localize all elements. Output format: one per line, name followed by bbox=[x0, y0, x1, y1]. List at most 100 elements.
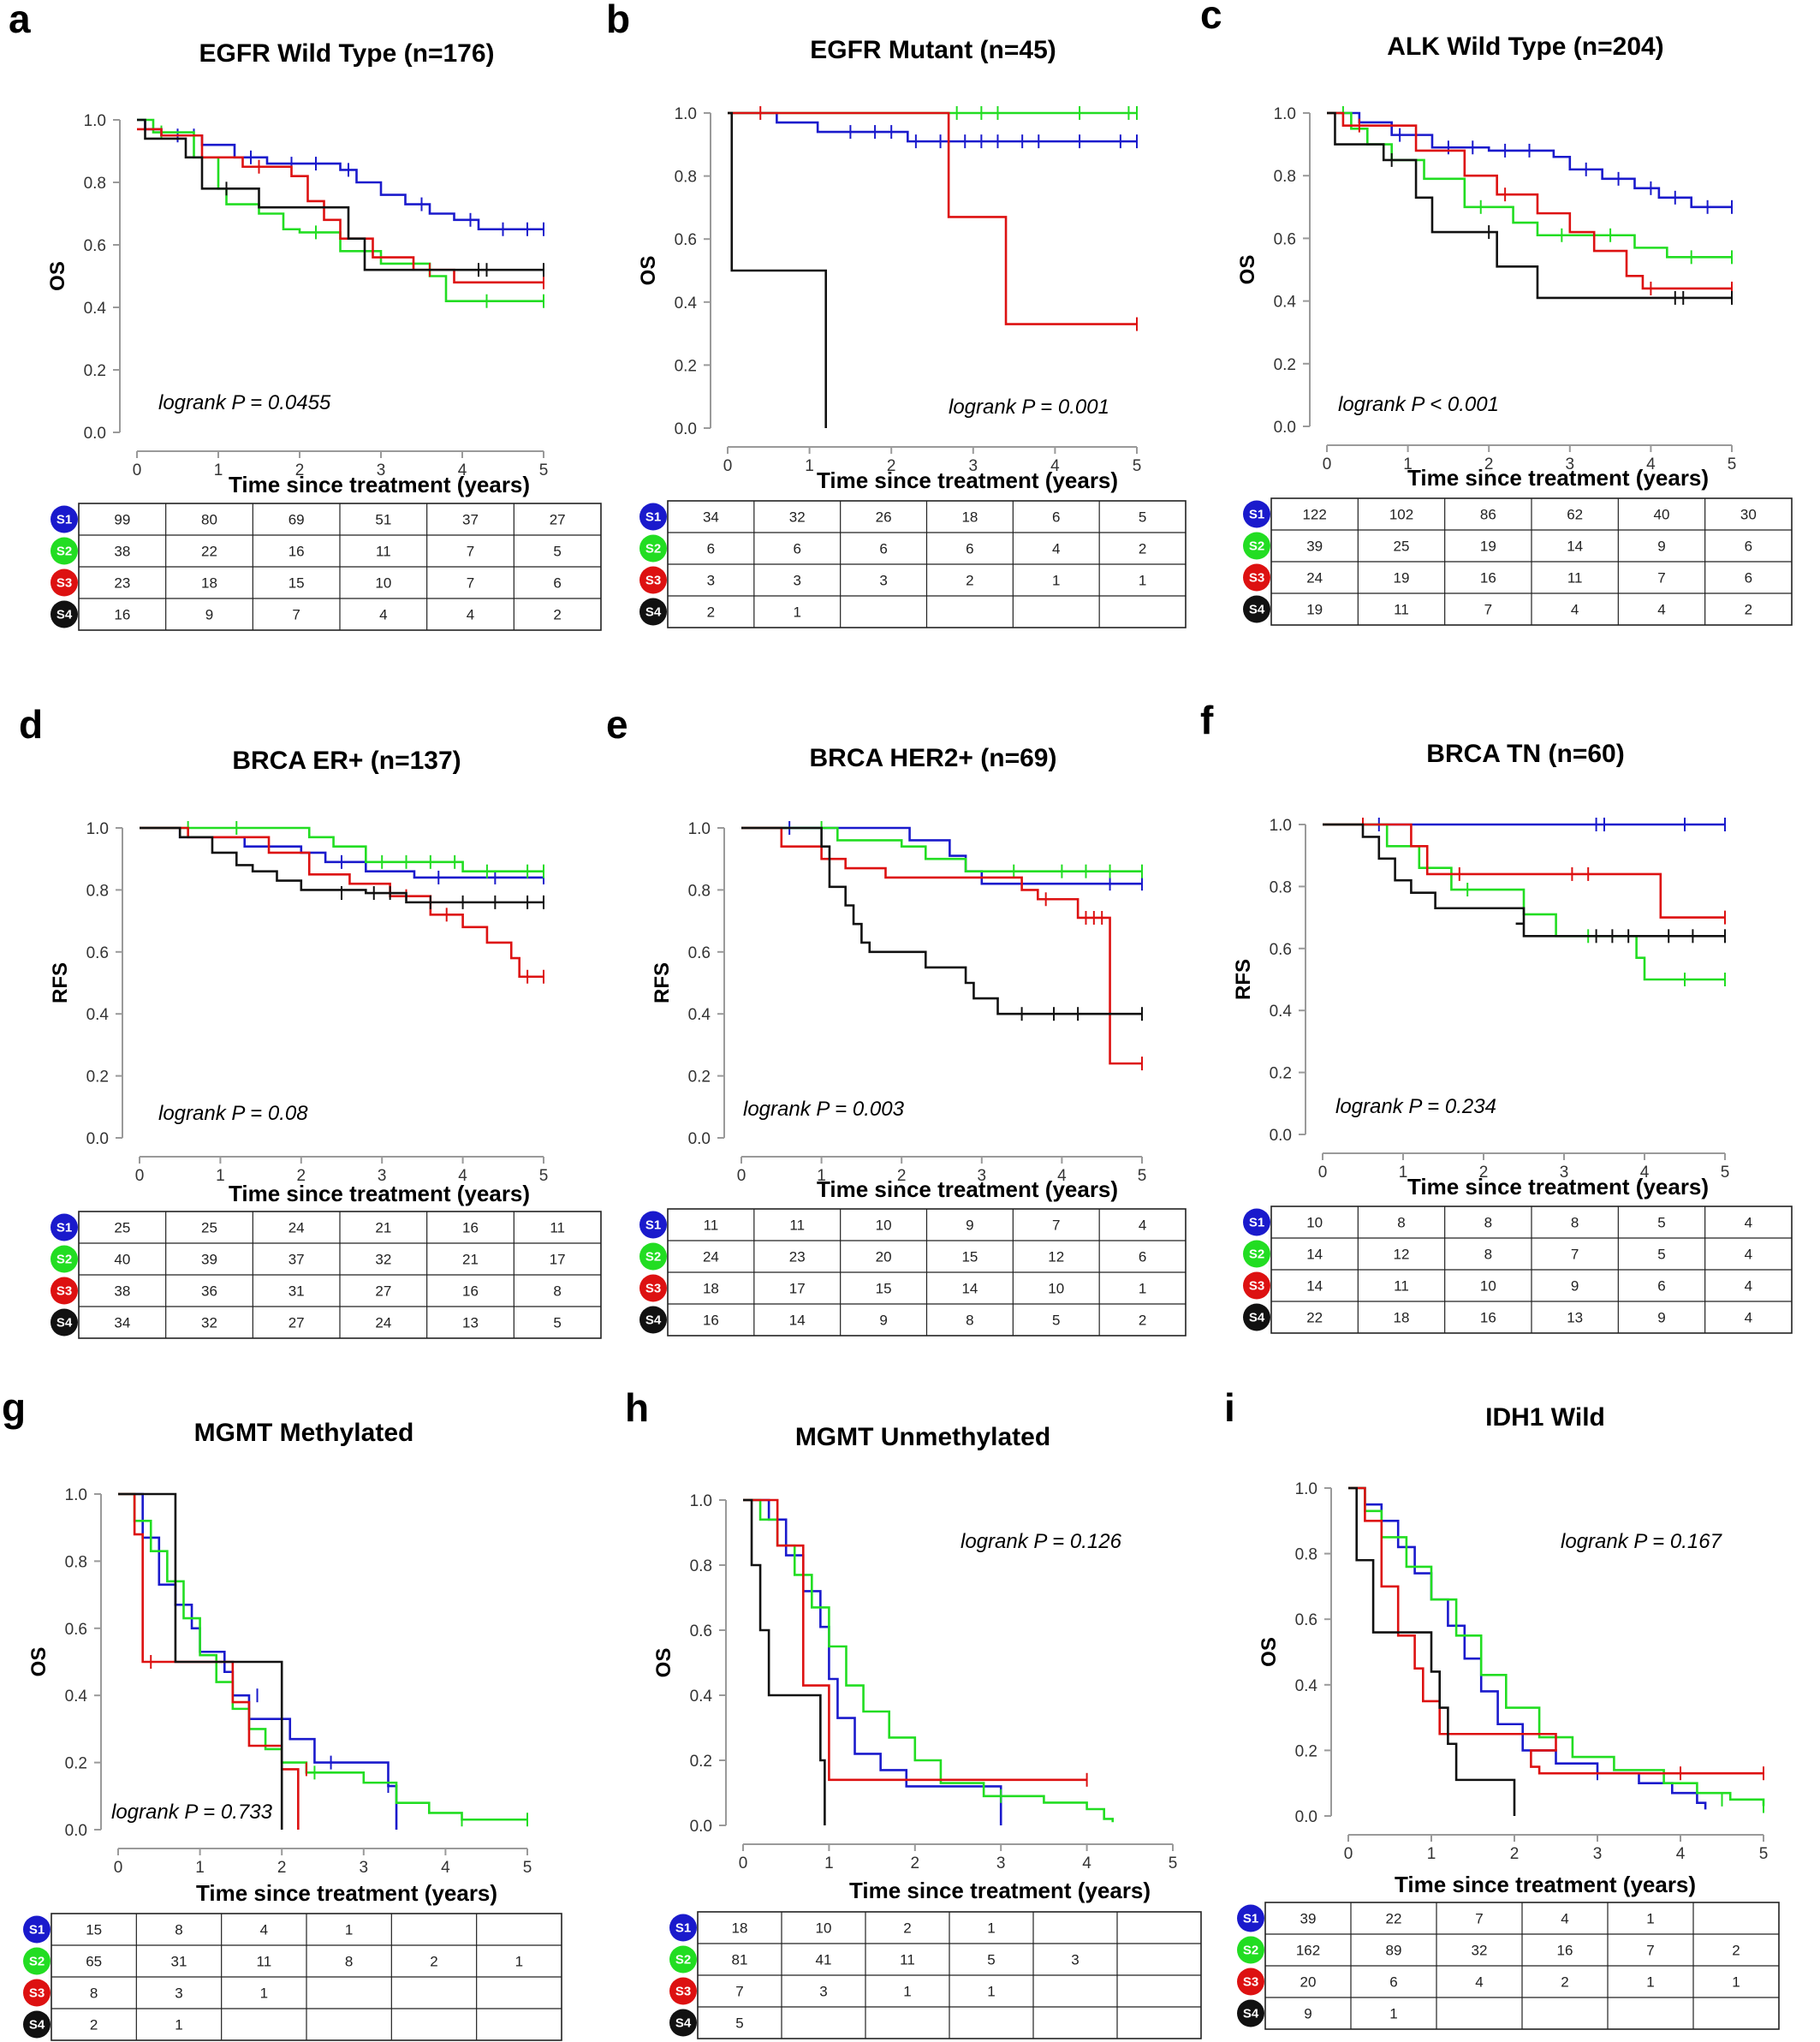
panel-title: MGMT Unmethylated bbox=[795, 1423, 1050, 1451]
risk-table-cell: 6 bbox=[1052, 509, 1060, 526]
y-axis-label: OS bbox=[1258, 1637, 1281, 1667]
logrank-pvalue: logrank P = 0.733 bbox=[111, 1801, 273, 1824]
x-tick-label: 2 bbox=[1484, 455, 1494, 473]
y-tick-label: 0.6 bbox=[690, 1622, 712, 1640]
risk-table-cell: 4 bbox=[1571, 602, 1579, 618]
risk-table-cell: 4 bbox=[1561, 1911, 1568, 1927]
y-tick-label: 0.2 bbox=[675, 357, 697, 375]
risk-table-cell: 86 bbox=[1480, 507, 1496, 523]
risk-table-cell: 4 bbox=[1139, 1217, 1146, 1234]
x-tick-label: 3 bbox=[377, 461, 386, 479]
strata-badge-s2 bbox=[1243, 532, 1270, 560]
risk-table-cell: 4 bbox=[1657, 602, 1665, 618]
risk-table-cell: 3 bbox=[819, 1984, 827, 2000]
x-tick-label: 5 bbox=[523, 1859, 532, 1877]
risk-table-cell: 8 bbox=[553, 1283, 561, 1300]
y-tick-label: 0.4 bbox=[688, 1006, 711, 1024]
strata-badge-s3 bbox=[1237, 1968, 1264, 1996]
strata-badge-s3 bbox=[23, 1979, 51, 2007]
risk-table-cell: 40 bbox=[1654, 507, 1670, 523]
strata-badge-s1 bbox=[639, 503, 667, 531]
y-tick-label: 0.8 bbox=[86, 882, 109, 900]
y-tick-label: 0.4 bbox=[84, 300, 107, 318]
x-tick-label: 1 bbox=[214, 461, 223, 479]
risk-table-cell: 1 bbox=[987, 1984, 995, 2000]
y-tick-label: 1.0 bbox=[1270, 817, 1292, 835]
risk-table-cell: 7 bbox=[1475, 1911, 1483, 1927]
risk-table-cell: 99 bbox=[114, 512, 130, 528]
strata-badge-s1 bbox=[1243, 1208, 1270, 1236]
risk-table-cell: 31 bbox=[171, 1954, 187, 1970]
km-curve-s2 bbox=[1323, 823, 1725, 981]
y-tick-label: 0.8 bbox=[1295, 1546, 1317, 1564]
risk-table-cell: 7 bbox=[735, 1984, 743, 2000]
risk-table-cell: 11 bbox=[376, 544, 391, 560]
strata-badge-s2 bbox=[1243, 1240, 1270, 1268]
risk-table-cell: 5 bbox=[1657, 1215, 1665, 1231]
risk-table-cell: 11 bbox=[257, 1954, 272, 1970]
y-tick-label: 0.0 bbox=[1274, 419, 1296, 437]
y-tick-label: 0.6 bbox=[688, 944, 711, 962]
strata-badge-s4 bbox=[51, 1308, 78, 1337]
km-curve-s1 bbox=[743, 1498, 1002, 1825]
risk-table-cell: 21 bbox=[375, 1220, 391, 1236]
risk-table-cell: 11 bbox=[1567, 570, 1583, 586]
risk-table-cell: 12 bbox=[1394, 1247, 1410, 1263]
panel-letter: g bbox=[2, 1385, 26, 1430]
y-axis-label: OS bbox=[27, 1647, 51, 1677]
strata-badge-s2 bbox=[23, 1947, 51, 1975]
risk-table-cell: 31 bbox=[288, 1283, 305, 1300]
x-tick-label: 0 bbox=[114, 1859, 123, 1877]
risk-table-cell: 14 bbox=[1306, 1278, 1323, 1295]
strata-label: S1 bbox=[1243, 1912, 1258, 1926]
km-curve-s2 bbox=[1348, 1486, 1765, 1807]
risk-table-cell: 2 bbox=[90, 2017, 98, 2033]
risk-table-cell: 13 bbox=[462, 1315, 479, 1331]
logrank-pvalue: logrank P = 0.001 bbox=[949, 396, 1109, 419]
km-curve-s3 bbox=[728, 111, 1137, 325]
x-tick-label: 3 bbox=[1593, 1845, 1603, 1863]
risk-table-cell: 24 bbox=[1306, 570, 1323, 586]
logrank-pvalue: logrank P < 0.001 bbox=[1338, 393, 1499, 416]
risk-table-cell: 3 bbox=[707, 573, 715, 589]
y-tick-label: 0.6 bbox=[86, 944, 109, 962]
risk-table-cell: 89 bbox=[1386, 1943, 1402, 1959]
risk-table-cell: 24 bbox=[288, 1220, 305, 1236]
risk-table-cell: 6 bbox=[1139, 1249, 1146, 1265]
risk-table-cell: 7 bbox=[1657, 570, 1665, 586]
risk-table-cell: 1 bbox=[1052, 573, 1060, 589]
x-tick-label: 2 bbox=[1510, 1845, 1520, 1863]
risk-table-cell: 1 bbox=[1646, 1974, 1654, 1991]
x-tick-label: 1 bbox=[1427, 1845, 1436, 1863]
risk-table-cell: 1 bbox=[175, 2017, 182, 2033]
km-curve-s2 bbox=[741, 826, 1142, 872]
strata-badge-s1 bbox=[1237, 1904, 1264, 1932]
y-axis-label: RFS bbox=[1232, 959, 1255, 1000]
strata-label: S1 bbox=[1249, 508, 1264, 522]
risk-table-cell: 23 bbox=[114, 575, 130, 592]
panel-letter: a bbox=[9, 0, 31, 41]
risk-table-cell: 8 bbox=[1484, 1247, 1492, 1263]
y-tick-label: 0.6 bbox=[84, 237, 106, 255]
x-tick-label: 3 bbox=[978, 1167, 987, 1185]
risk-table-cell: 8 bbox=[966, 1313, 973, 1329]
y-tick-label: 1.0 bbox=[84, 112, 106, 130]
x-tick-label: 0 bbox=[737, 1167, 746, 1185]
risk-table-cell: 16 bbox=[114, 607, 130, 623]
risk-table-cell: 32 bbox=[375, 1252, 391, 1268]
strata-label: S1 bbox=[645, 510, 661, 525]
strata-badge-s2 bbox=[669, 1945, 697, 1974]
risk-table-cell: 16 bbox=[288, 544, 305, 560]
x-tick-label: 1 bbox=[817, 1167, 826, 1185]
risk-table-cell: 16 bbox=[703, 1313, 719, 1329]
x-tick-label: 5 bbox=[1759, 1845, 1769, 1863]
risk-table-cell: 26 bbox=[876, 509, 892, 526]
y-tick-label: 0.0 bbox=[1295, 1808, 1317, 1826]
panel-g: g MGMT Methylated 0.0 0.2 0.4 0.6 0.8 1.0 0 1 2 3 4 5… bbox=[2, 1385, 562, 2041]
x-tick-label: 1 bbox=[195, 1859, 205, 1877]
risk-table-cell: 14 bbox=[1567, 539, 1583, 555]
y-tick-label: 0.4 bbox=[1274, 294, 1297, 312]
y-tick-label: 0.8 bbox=[675, 169, 697, 187]
risk-table-cell: 11 bbox=[1394, 602, 1409, 618]
km-curve-s1 bbox=[1348, 1486, 1707, 1810]
